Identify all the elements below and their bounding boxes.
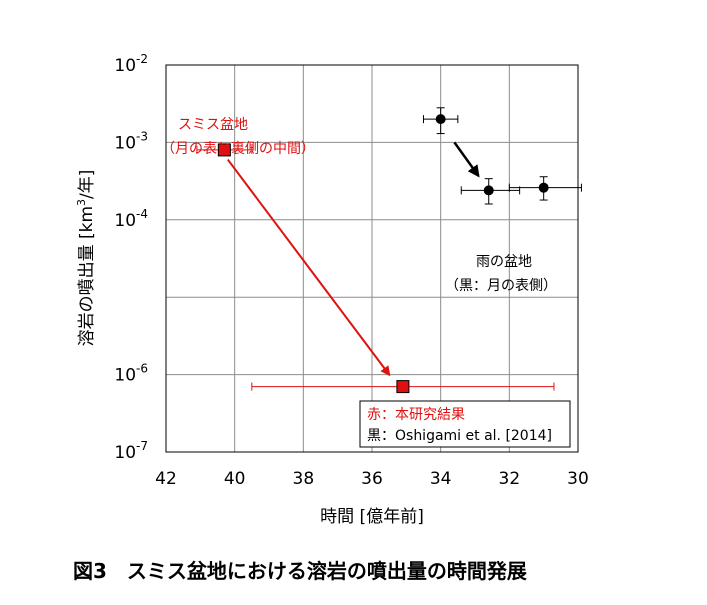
annotation-imbrium-basin: 雨の盆地 — [476, 254, 532, 270]
y-axis-label: 溶岩の噴出量 [km3/年] — [75, 170, 97, 347]
data-point-black — [483, 185, 494, 196]
y-tick-label: 10-2 — [114, 52, 148, 76]
data-point-black — [435, 114, 446, 125]
figure-caption: 図3 スミス盆地における溶岩の噴出量の時間発展 — [73, 559, 527, 583]
legend: 赤：本研究結果 黒：Oshigami et al. [2014] — [359, 400, 571, 448]
y-axis-label-superscript: 3 — [75, 199, 88, 206]
y-tick-label: 10-3 — [114, 129, 148, 153]
y-axis: 10-2 10-3 10-4 10-6 10-7 — [114, 52, 148, 463]
y-tick-label: 10-7 — [114, 439, 148, 463]
x-axis: 42 40 38 36 34 32 30 — [155, 469, 589, 489]
annotation-imbrium-basin-note: （黒：月の表側） — [445, 278, 557, 294]
x-tick-label: 42 — [155, 469, 177, 489]
data-point-black — [538, 182, 549, 193]
x-tick-label: 32 — [499, 469, 521, 489]
y-tick-label: 10-6 — [114, 362, 148, 386]
plot-frame — [165, 64, 579, 453]
x-tick-label: 34 — [430, 469, 452, 489]
x-tick-label: 40 — [224, 469, 246, 489]
legend-entry-red: 赤：本研究結果 — [367, 407, 465, 423]
annotation-smith-basin-note: （月の表と裏側の中間） — [161, 140, 315, 157]
data-point-red — [217, 143, 231, 157]
x-tick-label: 30 — [567, 469, 589, 489]
trend-arrow-black — [453, 141, 480, 178]
legend-entry-black: 黒：Oshigami et al. [2014] — [367, 428, 552, 444]
data-point-red — [396, 380, 410, 394]
annotation-smith-basin: スミス盆地 — [178, 117, 248, 133]
arrows — [227, 141, 480, 377]
x-tick-label: 38 — [293, 469, 315, 489]
trend-arrow-red — [227, 158, 391, 377]
x-tick-label: 36 — [361, 469, 383, 489]
x-axis-label: 時間 [億年前] — [320, 507, 424, 527]
legend-box — [359, 400, 571, 448]
series — [196, 107, 582, 394]
y-tick-label: 10-4 — [114, 207, 148, 231]
